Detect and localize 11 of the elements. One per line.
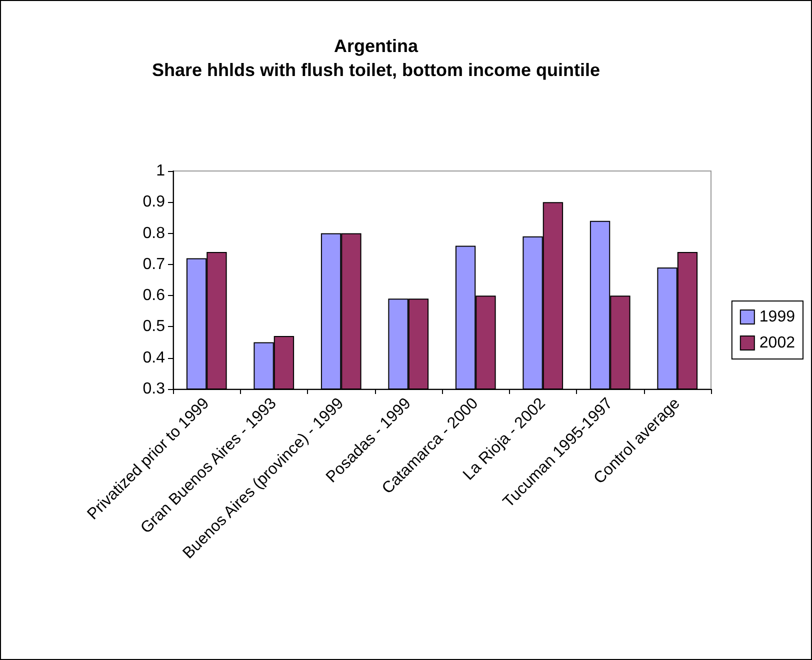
y-tick-label: 0.9: [142, 194, 166, 211]
y-tick-label: 0.3: [142, 380, 166, 398]
legend-label: 2002: [759, 334, 796, 352]
y-tick-label: 0.8: [142, 224, 166, 242]
y-tick-label: 0.5: [142, 318, 166, 336]
y-tick-label: 0.6: [142, 287, 166, 304]
legend-label: 1999: [759, 308, 796, 326]
y-tick-label: 0.4: [142, 349, 166, 366]
y-tick-label: 0.7: [142, 256, 166, 273]
y-tick-label: 1: [156, 162, 166, 180]
chart-title: Argentina Share hhlds with flush toilet, bottom income quintile: [152, 36, 600, 80]
